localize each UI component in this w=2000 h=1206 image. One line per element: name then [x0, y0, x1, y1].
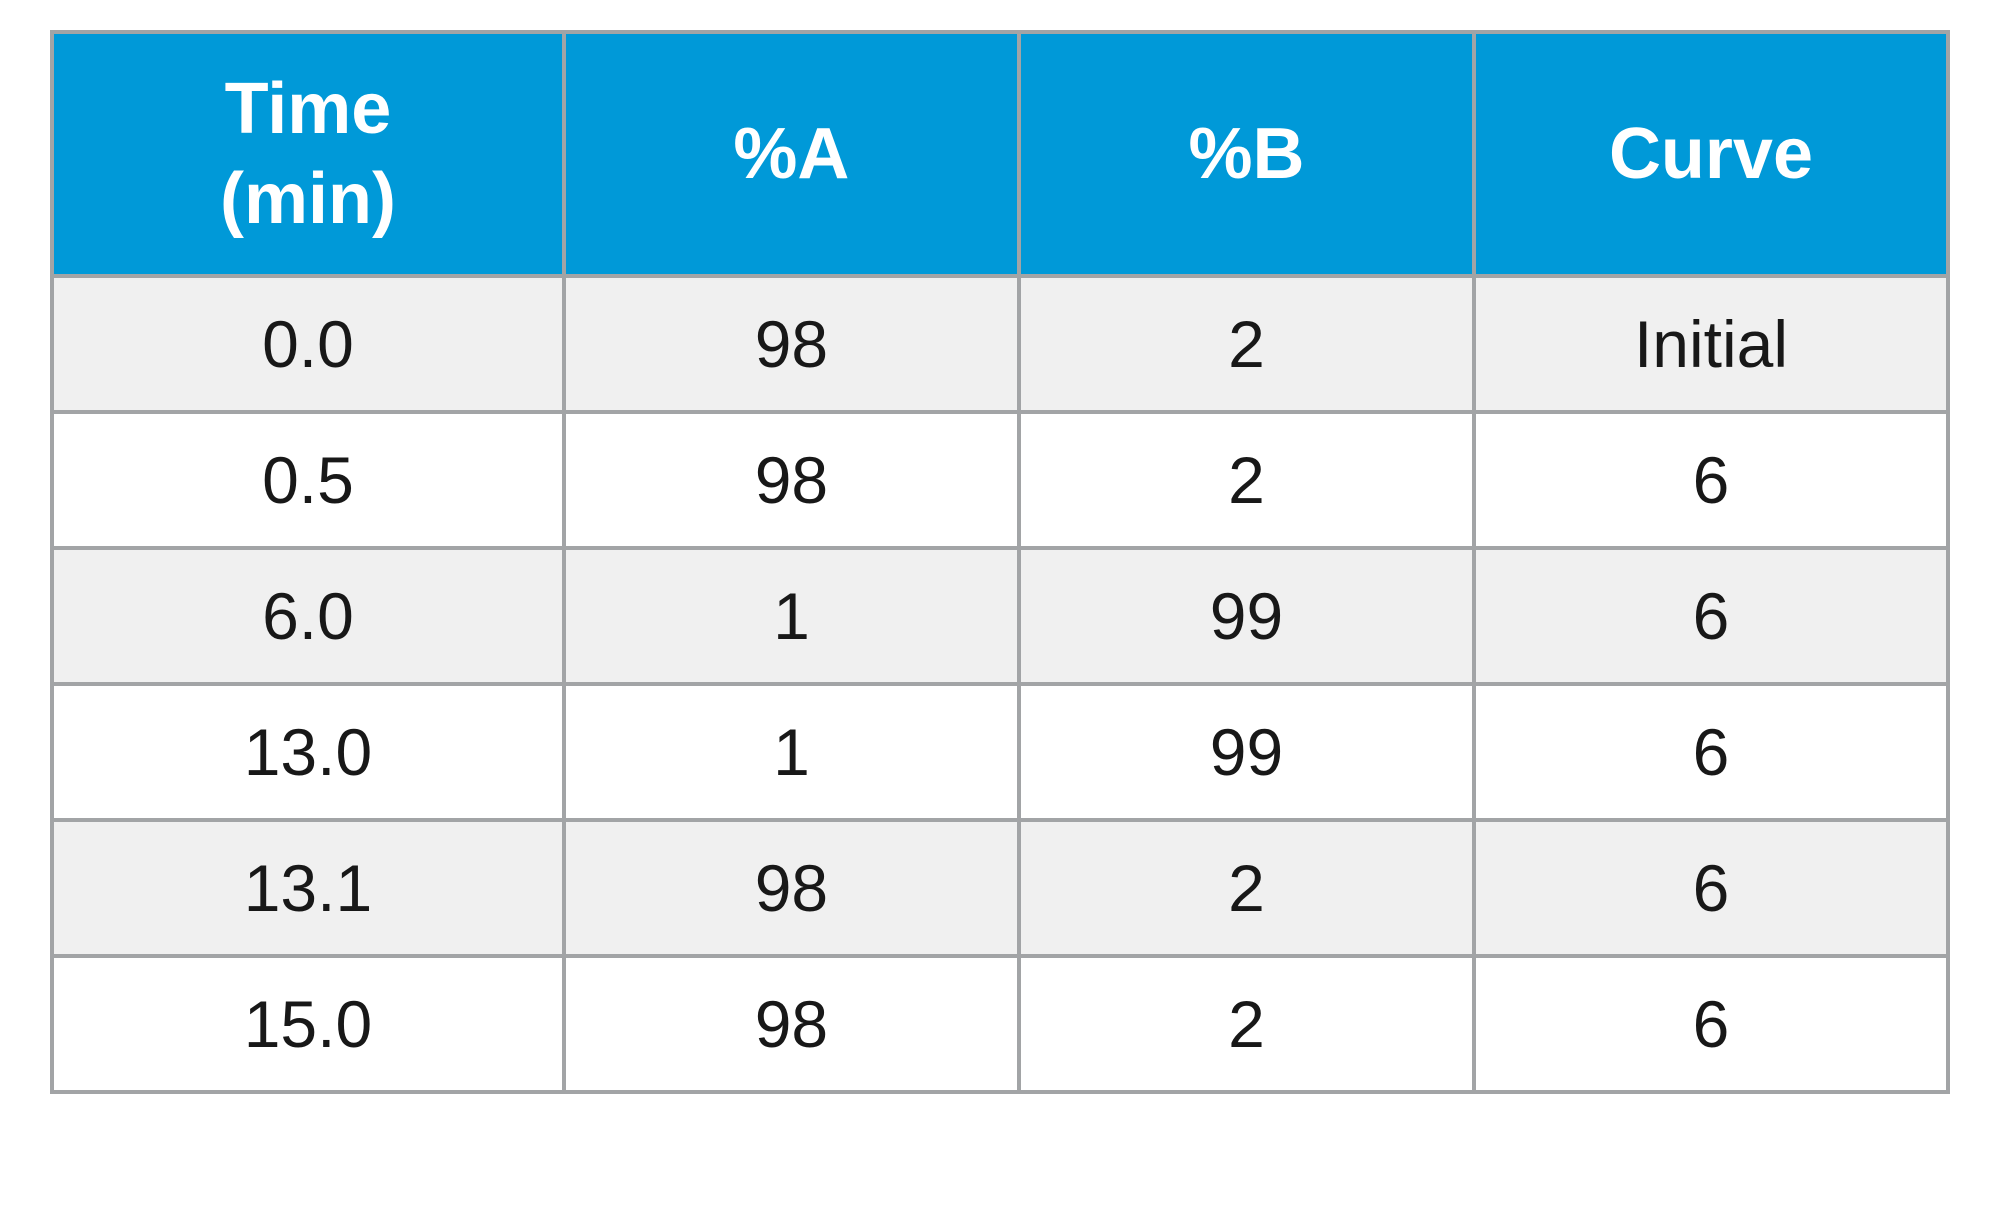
table-row: 13.1 98 2 6: [52, 820, 1948, 956]
col-header-label: %A: [733, 114, 849, 194]
table-row: 0.0 98 2 Initial: [52, 276, 1948, 412]
cell-b: 99: [1019, 548, 1474, 684]
cell-time: 13.1: [52, 820, 564, 956]
gradient-table: Time(min) %A %B Curve 0.0 98 2 Initial: [50, 30, 1950, 1094]
cell-b: 2: [1019, 276, 1474, 412]
table-header-row: Time(min) %A %B Curve: [52, 32, 1948, 276]
col-header-a: %A: [564, 32, 1019, 276]
cell-time: 15.0: [52, 956, 564, 1092]
cell-a: 98: [564, 956, 1019, 1092]
cell-time: 0.5: [52, 412, 564, 548]
cell-curve: 6: [1474, 412, 1948, 548]
table-body: 0.0 98 2 Initial 0.5 98 2 6 6.0 1 99 6 1…: [52, 276, 1948, 1092]
table-row: 0.5 98 2 6: [52, 412, 1948, 548]
cell-curve: 6: [1474, 956, 1948, 1092]
cell-a: 98: [564, 276, 1019, 412]
cell-curve: Initial: [1474, 276, 1948, 412]
cell-a: 1: [564, 548, 1019, 684]
cell-curve: 6: [1474, 548, 1948, 684]
table-row: 6.0 1 99 6: [52, 548, 1948, 684]
cell-b: 99: [1019, 684, 1474, 820]
cell-time: 0.0: [52, 276, 564, 412]
cell-time: 13.0: [52, 684, 564, 820]
col-header-label: Time(min): [220, 69, 396, 239]
col-header-time: Time(min): [52, 32, 564, 276]
cell-a: 98: [564, 820, 1019, 956]
col-header-label: %B: [1188, 114, 1304, 194]
cell-a: 1: [564, 684, 1019, 820]
col-header-b: %B: [1019, 32, 1474, 276]
table-row: 15.0 98 2 6: [52, 956, 1948, 1092]
cell-a: 98: [564, 412, 1019, 548]
table-container: Time(min) %A %B Curve 0.0 98 2 Initial: [0, 0, 2000, 1134]
table-row: 13.0 1 99 6: [52, 684, 1948, 820]
cell-curve: 6: [1474, 684, 1948, 820]
cell-b: 2: [1019, 820, 1474, 956]
cell-b: 2: [1019, 412, 1474, 548]
col-header-curve: Curve: [1474, 32, 1948, 276]
cell-time: 6.0: [52, 548, 564, 684]
cell-curve: 6: [1474, 820, 1948, 956]
cell-b: 2: [1019, 956, 1474, 1092]
col-header-label: Curve: [1609, 114, 1813, 194]
